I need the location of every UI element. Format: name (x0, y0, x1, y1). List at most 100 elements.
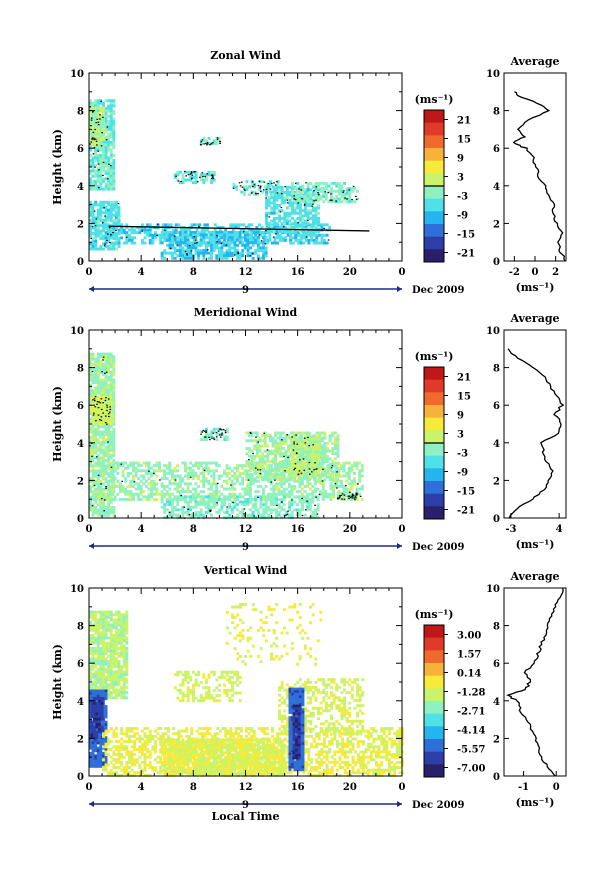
heatmap-cell (155, 490, 159, 494)
heatmap-cell (176, 170, 180, 174)
heatmap-cell (107, 421, 111, 425)
heatmap-cell (311, 471, 315, 475)
heatmap-cell (178, 233, 182, 237)
heatmap-cell (265, 198, 268, 202)
heatmap-cell (96, 365, 100, 369)
heatmap-cell (112, 417, 116, 421)
contour-dot (301, 497, 303, 500)
heatmap-cell (102, 487, 105, 491)
heatmap-cell (91, 247, 95, 251)
heatmap-cell (186, 503, 190, 507)
heatmap-cell (272, 474, 276, 478)
heatmap-cell (212, 479, 216, 483)
heatmap-cell (288, 193, 292, 197)
contour-dot (174, 479, 177, 481)
heatmap-cell (217, 233, 221, 237)
heatmap-cell (230, 474, 234, 478)
heatmap-cell (172, 228, 176, 232)
contour-dot (194, 171, 196, 173)
heatmap-cell (94, 125, 98, 128)
heatmap-cell (199, 249, 203, 252)
heatmap-cell (94, 403, 98, 407)
heatmap-cell (314, 461, 318, 465)
heatmap-cell (267, 188, 271, 192)
heatmap-cell (112, 402, 116, 405)
heatmap-cell (301, 443, 305, 446)
heatmap-cell (268, 460, 272, 463)
contour-dot (110, 165, 112, 167)
heatmap-cell (128, 228, 131, 232)
contour-dot (315, 496, 317, 498)
x-tick-label: 20 (343, 267, 357, 278)
heatmap-cell (309, 204, 313, 207)
contour-dot (106, 409, 108, 412)
heatmap-cell (173, 505, 177, 509)
heatmap-cell (139, 490, 143, 494)
heatmap-cell (96, 226, 100, 230)
heatmap-cell (230, 241, 234, 245)
heatmap-cell (324, 197, 328, 201)
contour-dot (107, 178, 109, 180)
heatmap-cell (168, 230, 172, 234)
heatmap-cell (147, 461, 151, 465)
heatmap-cell (96, 119, 100, 123)
heatmap-cell (176, 513, 180, 517)
heatmap-cell (109, 425, 113, 429)
heatmap-cell (91, 419, 95, 423)
heatmap-cell (360, 498, 364, 501)
heatmap-cell (235, 188, 238, 191)
heatmap-cell (284, 457, 288, 461)
heatmap-cell (96, 203, 100, 207)
contour-dot (211, 437, 213, 439)
heatmap-cell (186, 477, 190, 481)
heatmap-cell (246, 500, 250, 504)
heatmap-cell (217, 477, 221, 481)
heatmap-cell (94, 182, 98, 186)
heatmap-cell (89, 459, 92, 463)
heatmap-cell (168, 469, 172, 473)
heatmap-cell (264, 485, 268, 488)
heatmap-cell (102, 421, 105, 425)
contour-dot (93, 484, 96, 487)
heatmap-cell (94, 122, 98, 126)
heatmap-cell (137, 485, 141, 488)
heatmap-cell (159, 233, 163, 237)
heatmap-cell (298, 461, 302, 465)
heatmap-cell (285, 464, 289, 468)
heatmap-cell (104, 223, 108, 227)
heatmap-cell (168, 492, 172, 496)
heatmap-cell (99, 122, 103, 126)
heatmap-cell (89, 391, 92, 395)
heatmap-cell (255, 193, 259, 197)
heatmap-cell (287, 462, 290, 466)
heatmap-cell (279, 449, 283, 453)
heatmap-cell (107, 435, 111, 439)
heatmap-cell (94, 482, 98, 486)
heatmap-cell (189, 176, 193, 179)
heatmap-cell (236, 503, 239, 507)
heatmap-cell (91, 433, 95, 437)
heatmap-cell (262, 503, 265, 507)
heatmap-cell (336, 434, 340, 437)
heatmap-cell (264, 503, 268, 507)
heatmap-cell (230, 251, 234, 255)
contour-dot (263, 189, 265, 191)
heatmap-cell (152, 479, 156, 483)
heatmap-cell (91, 389, 95, 392)
heatmap-cell (304, 443, 307, 446)
heatmap-cell (96, 352, 100, 356)
heatmap-cell (107, 245, 111, 248)
heatmap-cell (112, 140, 116, 144)
heatmap-cell (199, 178, 203, 182)
contour-dot (105, 371, 108, 373)
heatmap-cell (94, 451, 98, 455)
heatmap-cell (314, 189, 318, 193)
heatmap-cell (272, 461, 276, 465)
heatmap-cell (307, 239, 311, 242)
colorbar-swatch (424, 452, 444, 457)
heatmap-cell (142, 474, 146, 478)
colorbar-swatch (424, 427, 444, 431)
heatmap-cell (245, 439, 249, 443)
heatmap-cell (353, 477, 356, 481)
heatmap-cell (323, 470, 327, 474)
